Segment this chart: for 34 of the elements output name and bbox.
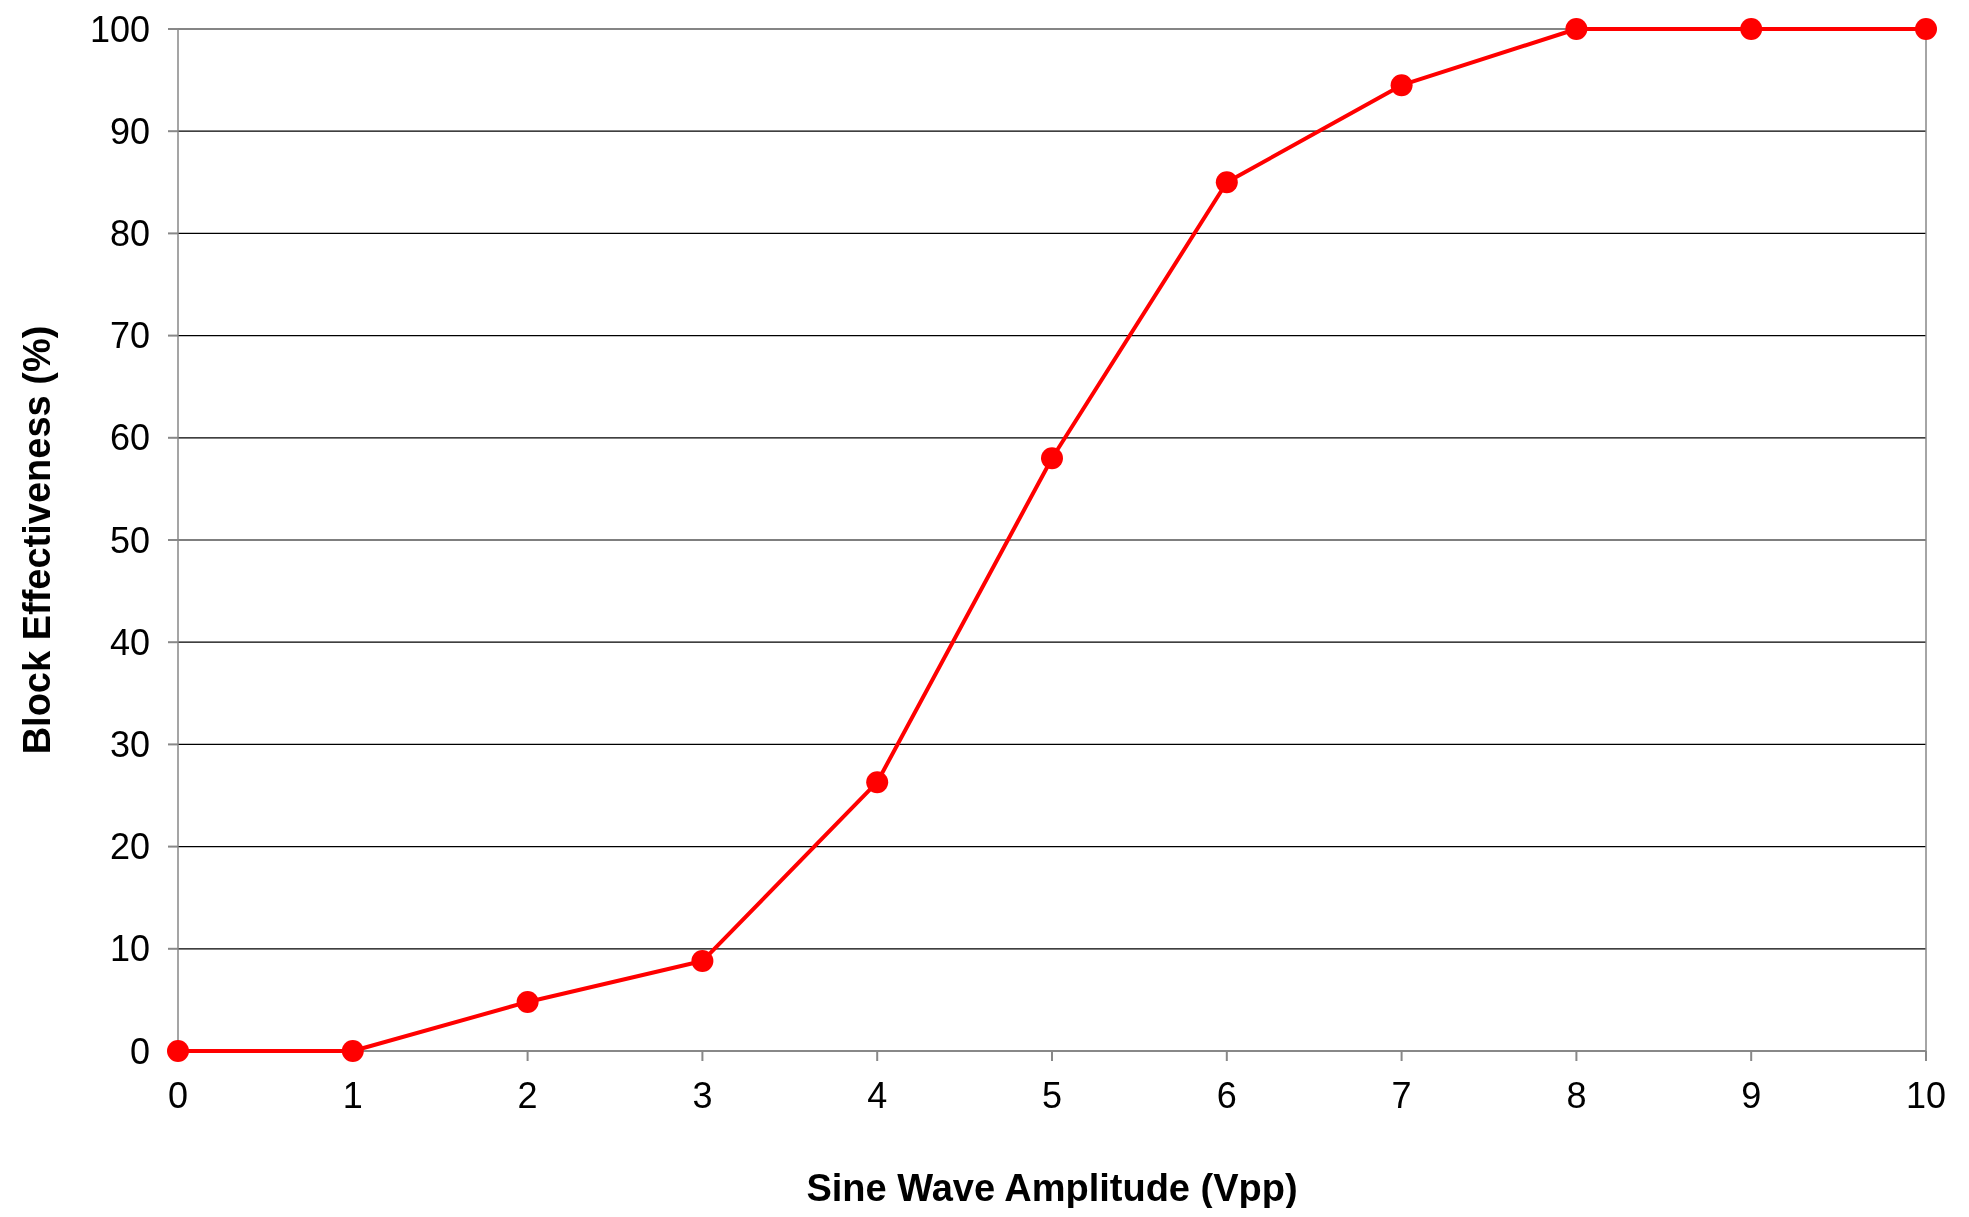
y-tick-label: 0 [129,1030,150,1072]
y-axis-title: Block Effectiveness (%) [16,325,58,755]
y-tick-label: 90 [109,110,150,152]
point [341,1040,364,1062]
point [866,771,889,794]
x-tick-label: 3 [692,1075,713,1116]
x-tick-label: 2 [517,1075,538,1116]
point [1390,74,1413,97]
y-tick-label: 50 [109,519,150,561]
point [167,1040,189,1062]
y-tick-label: 60 [109,417,150,459]
x-tick-label: 9 [1741,1075,1762,1116]
y-tick-label: 70 [109,315,150,357]
x-tick-label: 6 [1216,1075,1237,1116]
y-tick-label: 40 [109,621,150,663]
x-tick-label: 4 [867,1075,888,1116]
point [516,990,539,1013]
y-tick-label: 10 [109,928,150,970]
y-tick-label: 80 [109,212,150,254]
x-tick-label: 0 [167,1075,189,1116]
y-tick-label: 100 [89,8,150,50]
x-tick-label: 8 [1566,1075,1587,1116]
x-tick-label: 10 [1905,1075,1947,1116]
point [1215,171,1238,194]
point [1740,18,1763,40]
y-tick-label: 20 [109,826,150,868]
point [691,950,714,973]
point [1565,18,1588,40]
x-tick-label: 5 [1041,1075,1063,1116]
y-tick-label: 30 [109,723,150,765]
point [1915,18,1937,40]
x-tick-label: 1 [342,1075,363,1116]
x-tick-label: 7 [1391,1075,1412,1116]
point [1041,447,1063,470]
